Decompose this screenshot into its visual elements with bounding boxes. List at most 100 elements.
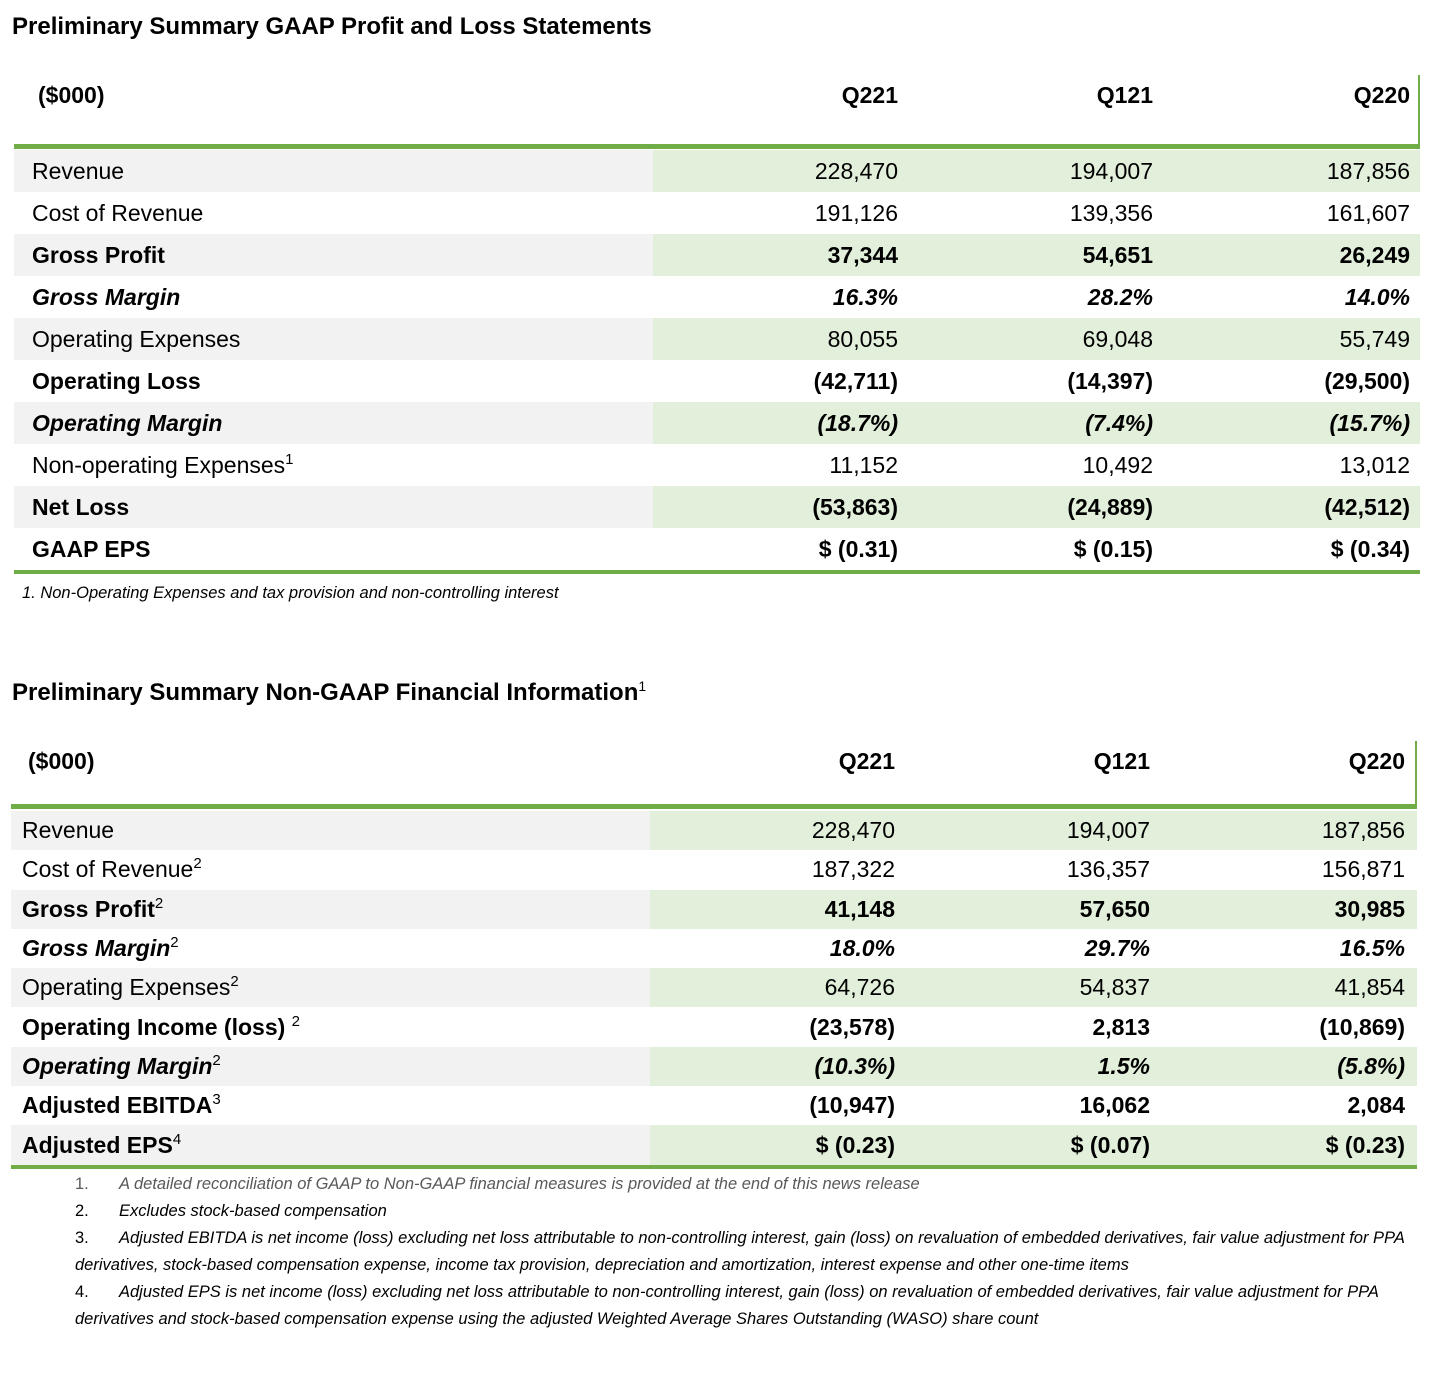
value-cell: (42,711) (813, 367, 898, 394)
value-cell: (24,889) (1067, 493, 1153, 520)
footnote-number: 1. (75, 1175, 89, 1193)
footnote-number: 3. (75, 1229, 89, 1247)
value-cell: 26,249 (1339, 241, 1410, 268)
value-cell: 139,356 (1069, 199, 1153, 226)
superscript: 2 (170, 934, 179, 952)
value-cell: 41,148 (824, 895, 895, 922)
row-label: Non-operating Expenses1 (32, 450, 294, 478)
value-cell: $ (0.23) (815, 1131, 895, 1158)
value-cell: 228,470 (814, 157, 898, 184)
row-label: Gross Profit (32, 241, 165, 268)
footnote: 1. Non-Operating Expenses and tax provis… (22, 580, 1415, 607)
value-cell: 41,854 (1334, 974, 1405, 1001)
value-cell: $ (0.34) (1330, 535, 1410, 562)
value-cell: (42,512) (1324, 493, 1410, 520)
title-text: Preliminary Summary GAAP Profit and Loss… (12, 13, 652, 40)
value-cell: 16.3% (832, 283, 898, 310)
row-label: Operating Margin2 (22, 1052, 221, 1079)
value-cell: (10,869) (1319, 1013, 1405, 1040)
footnote-text: 1. Non-Operating Expenses and tax provis… (22, 584, 559, 602)
value-cell: 194,007 (1069, 157, 1153, 184)
row-shade (14, 402, 653, 444)
row-label: Operating Expenses (32, 327, 240, 351)
column-header: Q221 (838, 748, 895, 774)
value-cell: 16.5% (1339, 935, 1405, 962)
value-cell: 69,048 (1082, 325, 1153, 352)
row-label-text: Gross Profit (32, 241, 165, 268)
value-cell: 57,650 (1079, 895, 1150, 922)
row-shade (14, 234, 653, 276)
superscript: 2 (154, 894, 164, 912)
row-shade (650, 1046, 1417, 1087)
header-rule (1415, 741, 1417, 804)
row-label-text: Non-operating Expenses (32, 451, 286, 478)
row-label: Gross Margin2 (22, 934, 179, 962)
bottom-rule (11, 1164, 1417, 1169)
row-label: Net Loss (32, 495, 129, 519)
value-cell: 11,152 (829, 451, 898, 478)
row-label-text: Operating Expenses (22, 974, 231, 1001)
row-label-text: Gross Margin (22, 935, 171, 962)
value-cell: 136,357 (1066, 856, 1150, 883)
value-cell: 18.0% (829, 935, 895, 962)
row-shade (653, 318, 1420, 360)
row-label: Operating Income (loss) 2 (22, 1012, 300, 1039)
superscript: 1 (285, 450, 294, 468)
row-label-text: Operating Margin (32, 409, 223, 436)
row-label: Adjusted EBITDA3 (22, 1092, 221, 1119)
row-label: Cost of Revenue (32, 199, 204, 226)
value-cell: 2,813 (1092, 1013, 1150, 1040)
value-cell: 29.7% (1084, 935, 1150, 962)
row-label: Revenue (32, 157, 125, 184)
value-cell: (53,863) (812, 493, 898, 520)
value-cell: 55,749 (1339, 325, 1410, 352)
row-shade (14, 150, 653, 192)
footnote: 1. A detailed reconciliation of GAAP to N… (75, 1171, 1415, 1198)
header-rule (1418, 75, 1420, 144)
column-header: Q121 (1093, 748, 1150, 774)
row-shade (650, 811, 1417, 851)
value-cell: 187,856 (1326, 157, 1410, 184)
row-shade (11, 1125, 650, 1165)
row-shade (653, 486, 1420, 528)
row-shade (650, 889, 1417, 929)
value-cell: 54,837 (1079, 974, 1150, 1001)
value-cell: 194,007 (1066, 817, 1150, 844)
column-header: ($000) (38, 82, 105, 108)
row-label: Gross Profit2 (22, 894, 164, 922)
column-header: Q221 (841, 82, 898, 108)
value-cell: 156,871 (1321, 856, 1405, 883)
superscript: 2 (291, 1012, 300, 1030)
value-cell: (7.4%) (1085, 409, 1153, 436)
row-label-text: Cost of Revenue (32, 199, 204, 226)
row-label: Revenue (22, 819, 114, 842)
value-cell: $ (0.23) (1325, 1131, 1405, 1158)
value-cell: 80,055 (827, 325, 898, 352)
row-shade (14, 318, 653, 360)
row-shade (11, 968, 650, 1008)
superscript: 4 (172, 1130, 182, 1148)
value-cell: 37,344 (827, 241, 898, 268)
row-label-text: GAAP EPS (32, 535, 151, 562)
header-rule (14, 144, 1420, 149)
value-cell: 10,492 (1082, 451, 1153, 478)
value-cell: $ (0.15) (1073, 535, 1153, 562)
column-header: Q220 (1353, 82, 1410, 108)
row-label-text: Revenue (32, 157, 125, 184)
footnote-number: 4. (75, 1283, 89, 1301)
table-title: Preliminary Summary Non-GAAP Financial I… (12, 679, 646, 707)
title-superscript: 1 (638, 678, 647, 694)
row-label-text: Gross Profit (22, 895, 155, 922)
row-label-text: Operating Loss (32, 367, 201, 394)
row-shade (650, 968, 1417, 1008)
value-cell: (5.8%) (1337, 1052, 1405, 1079)
row-label: Adjusted EPS4 (22, 1130, 182, 1157)
footnote: 3. Adjusted EBITDA is net income (loss) e… (75, 1225, 1415, 1279)
value-cell: (23,578) (809, 1013, 895, 1040)
row-label-text: Operating Margin (22, 1052, 213, 1079)
footnote-number: 2. (75, 1202, 89, 1220)
title-text: Preliminary Summary Non-GAAP Financial I… (12, 679, 639, 706)
bottom-rule (14, 570, 1420, 574)
row-label-text: Adjusted EBITDA (22, 1092, 213, 1119)
column-header: ($000) (28, 748, 95, 774)
